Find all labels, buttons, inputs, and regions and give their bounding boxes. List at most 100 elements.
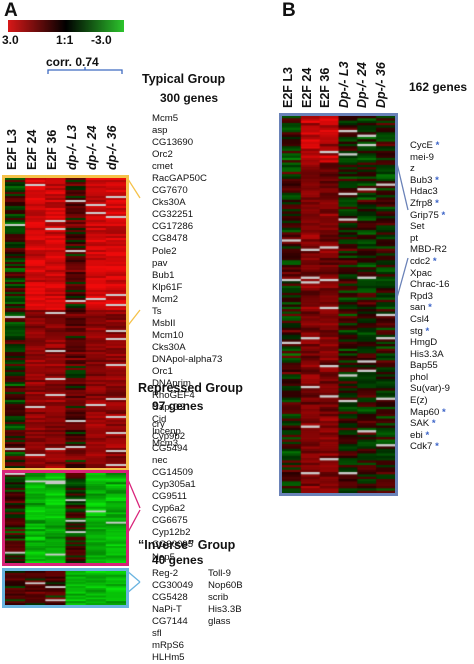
asterisk-icon: * <box>430 255 437 267</box>
panel-b-count: 162 genes <box>409 80 468 94</box>
gene-label: DNApol-alpha73 <box>152 353 223 365</box>
gene-label: CG14509 <box>152 467 194 479</box>
gene-label: Cyp9b2 <box>152 431 186 443</box>
repressed-gene-list: cry Cyp9b2 CG5494 nec CG14509 Cyp305a1 CG9511 C… <box>152 419 196 564</box>
panel-a-column-header: dp-/- L3 <box>65 124 79 170</box>
gene-label: Bub3 * <box>410 174 439 186</box>
panel-b-gene-list: CycE * mei-9 z Bub3 * Hdac3 Zfrp8 * Grip75 * Se… <box>410 140 450 453</box>
gene-label: MsbII <box>152 317 176 329</box>
gene-label: Cks30A <box>152 341 186 353</box>
gene-label: Chrac-16 <box>410 279 450 291</box>
asterisk-icon: * <box>438 209 446 221</box>
panel-a-label: A <box>4 0 18 21</box>
gene-label: glass <box>208 616 231 628</box>
gene-label: CG7670 <box>152 185 188 197</box>
gene-label: Map60 * <box>410 406 446 418</box>
gene-label: Cyp12b2 <box>152 527 191 539</box>
gene-label: HLHm5 <box>152 652 185 664</box>
gene-label: CG9511 <box>152 491 188 503</box>
typical-group-count: 300 genes <box>160 91 219 105</box>
gene-label: Orc2 <box>152 149 173 161</box>
gene-label: Mcm10 <box>152 329 184 341</box>
panel-b-column-header: E2F 36 <box>318 67 333 108</box>
gene-label: stg * <box>410 325 430 337</box>
gene-label: scrib <box>208 592 229 604</box>
panel-b-column-header: E2F 24 <box>299 67 314 108</box>
gene-label: sfl <box>152 628 162 640</box>
gene-label: Ts <box>152 305 162 317</box>
gene-label: CycE * <box>410 140 440 151</box>
gene-label: CG5428 <box>152 592 188 604</box>
gene-label: Zfrp8 * <box>410 197 439 209</box>
panel-b-column-header: Dp-/- L3 <box>336 61 351 108</box>
gene-label: mei-9 <box>410 151 434 163</box>
asterisk-icon: * <box>422 429 430 441</box>
gene-label: Cyp305a1 <box>152 479 196 491</box>
panel-b-column-header: Dp-/- 24 <box>355 62 370 108</box>
heatmap-typical-canvas <box>5 178 126 468</box>
gene-label: Nop60B <box>208 580 243 592</box>
gene-label: Csl4 <box>410 313 430 325</box>
panel-a-column-header: E2F 24 <box>25 129 39 170</box>
inverse-gene-list-1: Reg-2 CG30049 CG5428 NaPi-T CG7144 sfl mRpS6 HL… <box>152 568 193 664</box>
gene-label: cry <box>152 419 165 430</box>
gene-label: CG6675 <box>152 515 188 527</box>
gene-label: CG32251 <box>152 209 194 221</box>
gene-label: DNAprim <box>152 378 191 390</box>
asterisk-icon: * <box>425 302 432 314</box>
typical-group-title: Typical Group <box>142 72 226 86</box>
asterisk-icon: * <box>432 174 439 186</box>
panel-b-label: B <box>282 0 296 21</box>
panel-a-column-header: dp-/- 24 <box>85 125 99 170</box>
gene-label: Pole2 <box>152 245 177 257</box>
typical-gene-list: Mcm5 asp CG13690 Orc2 cmet RacGAP50C CG7670 Cks… <box>152 113 222 450</box>
gene-label: MBD-R2 <box>410 244 447 256</box>
gene-label: Mcm2 <box>152 293 179 305</box>
heatmap-panel-b-canvas <box>282 116 395 493</box>
gene-label: CG30049 <box>152 580 194 592</box>
gene-label: Grip75 * <box>410 209 446 221</box>
gene-label: Su(var)-9 <box>410 383 450 395</box>
gene-label: pav <box>152 257 168 269</box>
gene-label: ebi * <box>410 429 430 441</box>
scale-mid-label: 1:1 <box>56 33 74 47</box>
gene-label: CG17286 <box>152 221 194 233</box>
gene-label: RhoGEF4 <box>152 390 195 402</box>
gene-label: Rpd3 <box>410 290 433 302</box>
gene-label: Cks30A <box>152 197 186 209</box>
asterisk-icon: * <box>439 406 446 418</box>
gene-label: Cid <box>152 414 167 426</box>
heatmap-typical-group <box>2 175 129 471</box>
panel-a-column-header: dp-/- 36 <box>105 125 119 170</box>
gene-label: phol <box>410 371 429 383</box>
gene-label: CG13690 <box>152 137 194 149</box>
gene-label: Set <box>410 221 425 233</box>
repressed-group-title: Repressed Group <box>138 381 243 395</box>
gene-label: His3.3B <box>208 604 242 616</box>
scale-left-label: 3.0 <box>2 33 19 47</box>
color-scale <box>8 20 124 32</box>
gene-label: E(z) <box>410 395 428 407</box>
gene-label: Incenp <box>152 426 181 438</box>
gene-label: CG5494 <box>152 443 188 455</box>
gene-label: Klp61F <box>152 281 183 293</box>
gene-label: nec <box>152 455 168 467</box>
inverse-gene-list-2: Toll-9 Nop60B scrib His3.3B glass <box>208 568 243 628</box>
gene-label: Xpac <box>410 267 432 279</box>
gene-label: Hdac3 <box>410 186 438 198</box>
gene-label: NaPi-T <box>152 604 182 616</box>
gene-label: His3.3A <box>410 348 444 360</box>
gene-label: Cyp6a2 <box>152 503 186 515</box>
gene-label: Orc1 <box>152 365 173 377</box>
asterisk-icon: * <box>422 325 430 337</box>
gene-label: Toll-9 <box>208 568 231 579</box>
correlation-label: corr. 0.74 <box>46 55 99 69</box>
gene-label: asp <box>152 125 168 137</box>
heatmap-panel-b <box>279 113 398 496</box>
gene-label: SAK * <box>410 418 436 430</box>
gene-label: cdc2 * <box>410 255 437 267</box>
asterisk-icon: * <box>432 441 439 453</box>
gene-label: RacGAP50C <box>152 173 207 185</box>
heatmap-repressed-group <box>2 470 129 566</box>
panel-b-column-header: E2F L3 <box>281 67 295 108</box>
